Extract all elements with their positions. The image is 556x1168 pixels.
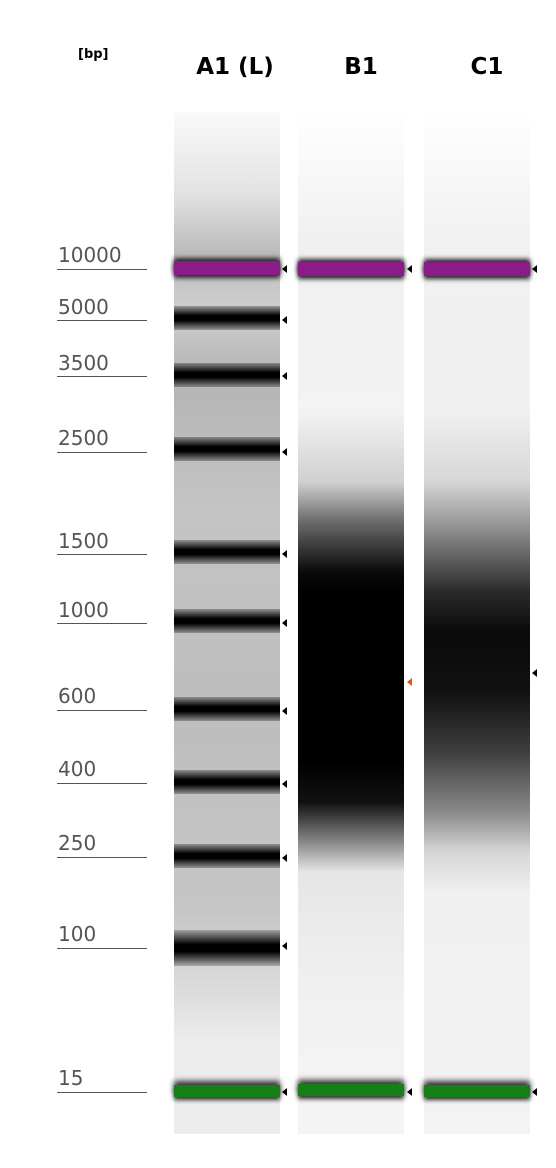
peak-arrow-icon [282, 780, 287, 788]
upper-marker-band [174, 261, 280, 275]
peak-arrow-icon [532, 265, 537, 273]
size-tick-600 [57, 710, 147, 711]
lane-a1 [174, 112, 280, 1134]
lane-b1 [298, 112, 404, 1134]
lane-c1 [424, 112, 530, 1134]
size-tick-400 [57, 783, 147, 784]
size-label-1500: 1500 [58, 529, 109, 553]
lane-label-a1: A1 (L) [196, 54, 274, 80]
ladder-band-250 [174, 844, 280, 868]
lane-label-c1: C1 [470, 54, 504, 80]
size-label-2500: 2500 [58, 426, 109, 450]
size-label-3500: 3500 [58, 351, 109, 375]
size-label-15: 15 [58, 1066, 84, 1090]
peak-arrow-icon [282, 372, 287, 380]
peak-arrow-icon [282, 619, 287, 627]
upper-marker-band [298, 262, 404, 276]
ladder-band-100 [174, 930, 280, 966]
size-tick-10000 [57, 269, 147, 270]
peak-arrow-icon [282, 316, 287, 324]
upper-marker-band [424, 262, 530, 276]
peak-arrow-icon [282, 265, 287, 273]
size-label-10000: 10000 [58, 243, 122, 267]
peak-arrow-icon [282, 448, 287, 456]
ladder-band-2500 [174, 437, 280, 461]
size-label-5000: 5000 [58, 295, 109, 319]
lower-marker-band [298, 1084, 404, 1096]
peak-arrow-icon [407, 1088, 412, 1096]
unit-label: [bp] [78, 47, 109, 62]
size-label-400: 400 [58, 757, 97, 781]
size-tick-3500 [57, 376, 147, 377]
ladder-band-5000 [174, 306, 280, 330]
peak-arrow-icon [282, 854, 287, 862]
size-tick-15 [57, 1092, 147, 1093]
peak-arrow-icon [532, 1088, 537, 1096]
size-label-100: 100 [58, 922, 97, 946]
ladder-band-1500 [174, 540, 280, 564]
lower-marker-band [424, 1085, 530, 1097]
ladder-band-600 [174, 697, 280, 721]
size-label-600: 600 [58, 684, 97, 708]
size-label-250: 250 [58, 831, 97, 855]
peak-arrow-icon [532, 669, 537, 677]
peak-arrow-icon [282, 550, 287, 558]
size-tick-250 [57, 857, 147, 858]
peak-arrow-icon [282, 707, 287, 715]
peak-arrow-icon [282, 942, 287, 950]
size-tick-1000 [57, 623, 147, 624]
size-tick-2500 [57, 452, 147, 453]
lane-label-b1: B1 [344, 54, 378, 80]
size-tick-5000 [57, 320, 147, 321]
lower-marker-band [174, 1085, 280, 1097]
size-tick-100 [57, 948, 147, 949]
size-label-1000: 1000 [58, 598, 109, 622]
peak-arrow-icon [282, 1088, 287, 1096]
size-tick-1500 [57, 554, 147, 555]
peak-arrow-icon [407, 265, 412, 273]
ladder-band-1000 [174, 609, 280, 633]
ladder-band-3500 [174, 363, 280, 387]
peak-arrow-highlight-icon [407, 678, 412, 686]
ladder-band-400 [174, 770, 280, 794]
